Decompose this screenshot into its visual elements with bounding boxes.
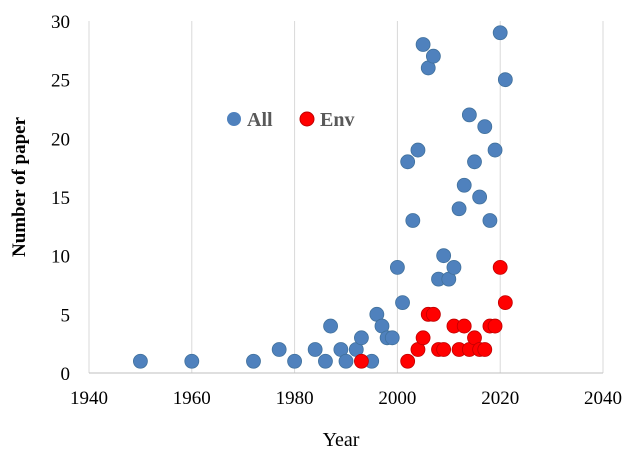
point-all-2001: [395, 295, 410, 311]
series-env-points: [354, 259, 513, 369]
point-env-2013: [456, 318, 472, 334]
y-tick-labels: 0 5 10 15 20 25 30: [51, 12, 70, 385]
x-tick-label-1940: 1940: [70, 388, 108, 409]
point-all-2015: [467, 154, 482, 170]
point-all-2016: [472, 189, 488, 205]
y-axis-title: Number of paper: [9, 116, 30, 257]
legend-label-all: All: [247, 109, 273, 131]
point-all-1986: [318, 353, 333, 369]
y-tick-label-20: 20: [51, 129, 70, 150]
point-all-2005: [415, 37, 431, 52]
point-all-1977: [271, 342, 287, 357]
y-tick-label-10: 10: [51, 247, 70, 268]
point-all-1950: [132, 353, 148, 369]
legend-marker-all: [227, 112, 241, 126]
point-all-2007: [425, 48, 441, 64]
grid-lines: [88, 21, 604, 373]
x-tick-labels: 1940 1960 1980 2000 2020 2040: [70, 388, 622, 409]
point-env-2017: [477, 342, 493, 357]
point-env-2021: [497, 295, 513, 311]
point-env-2009: [436, 342, 452, 357]
legend-label-env: Env: [320, 109, 354, 131]
y-tick-label-0: 0: [61, 364, 71, 385]
point-env-1993: [354, 353, 369, 369]
point-all-2012: [451, 201, 467, 217]
y-tick-label-15: 15: [51, 188, 70, 209]
point-all-1999: [384, 330, 400, 346]
point-env-2002: [400, 353, 416, 369]
x-tick-label-1980: 1980: [276, 388, 314, 409]
point-all-2014: [461, 107, 477, 123]
point-env-2019: [487, 318, 503, 334]
x-axis-title: Year: [323, 429, 360, 450]
y-tick-label-5: 5: [61, 305, 71, 326]
y-tick-label-25: 25: [51, 71, 70, 92]
series-all-points: [132, 25, 513, 369]
point-env-2020: [492, 259, 508, 275]
point-all-2003: [405, 213, 421, 228]
point-env-2005: [415, 330, 431, 346]
point-all-2009: [436, 248, 452, 264]
point-all-2018: [482, 213, 498, 228]
point-all-1993: [354, 330, 369, 346]
point-all-1990: [338, 353, 354, 369]
point-all-1972: [246, 353, 261, 369]
point-env-2007: [425, 306, 441, 322]
y-tick-label-30: 30: [51, 12, 70, 33]
point-all-2002: [400, 154, 416, 170]
point-all-1987: [323, 318, 338, 334]
point-all-2021: [497, 72, 513, 88]
legend-marker-env: [299, 111, 315, 127]
point-all-1980: [287, 353, 303, 369]
point-all-1984: [307, 342, 323, 357]
point-all-2013: [456, 177, 472, 193]
x-tick-label-2040: 2040: [584, 388, 622, 409]
x-tick-label-2000: 2000: [378, 388, 416, 409]
point-all-2004: [410, 142, 426, 158]
point-all-2017: [477, 119, 493, 134]
x-tick-label-1960: 1960: [173, 388, 211, 409]
point-all-2000: [389, 259, 405, 275]
legend: All Env: [227, 109, 354, 131]
point-all-2019: [487, 142, 503, 158]
point-all-2011: [446, 259, 462, 275]
x-tick-label-2020: 2020: [481, 388, 519, 409]
point-all-2020: [492, 25, 508, 41]
point-all-1960: [184, 353, 200, 369]
